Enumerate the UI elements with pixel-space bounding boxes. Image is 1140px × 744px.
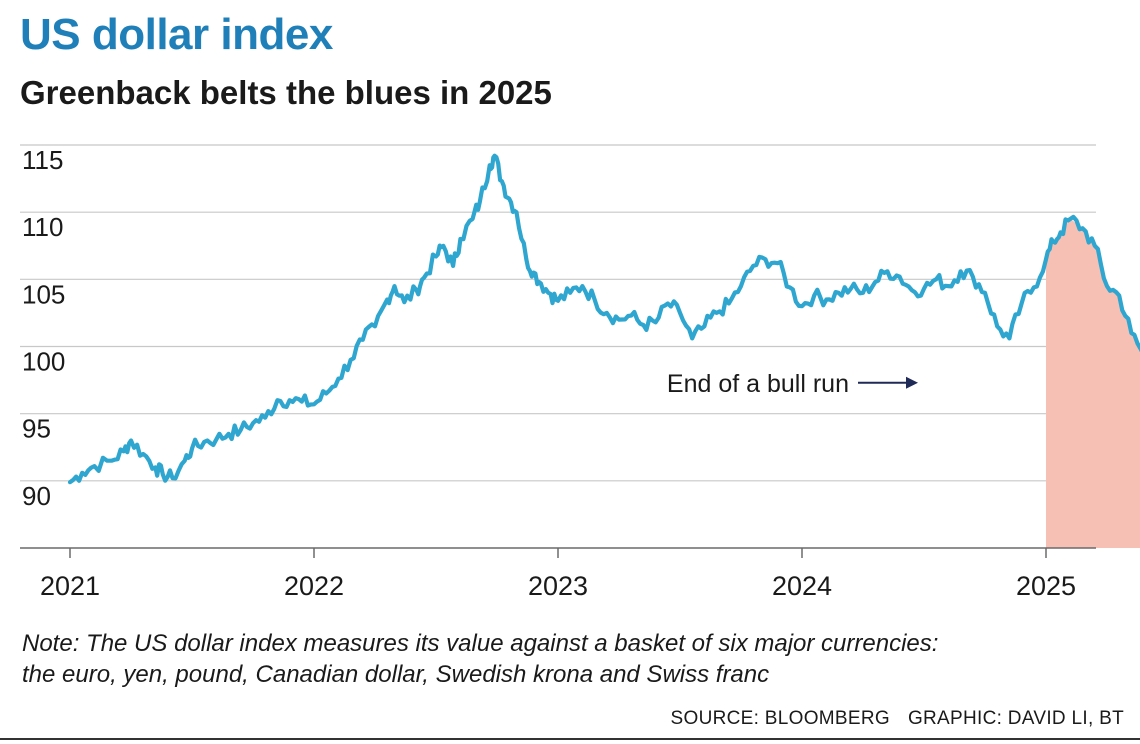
y-tick-label: 115 (22, 145, 63, 175)
source-label: SOURCE: BLOOMBERG (670, 708, 890, 729)
y-tick-label: 100 (22, 347, 65, 377)
series-line-layer (67, 153, 1140, 485)
x-tick-label: 2022 (284, 571, 344, 601)
y-tick-label: 110 (22, 212, 63, 242)
line-chart: 90 95 100 105 110 115 2021 2022 2023 2024 2025 End… (20, 144, 1140, 601)
x-tick-label: 2024 (772, 571, 832, 601)
y-tick-label: 105 (22, 279, 65, 309)
x-tick-label: 2023 (528, 571, 588, 601)
annotation-label: End of a bull run (667, 370, 849, 398)
series-line-us-dollar-index (67, 153, 1140, 485)
annotation: End of a bull run (667, 370, 918, 398)
annotation-arrow-head (906, 376, 918, 389)
highlight-area-2025 (1046, 218, 1140, 548)
axes: 90 95 100 105 110 115 2021 2022 2023 2024 2025 (20, 145, 1096, 601)
chart-subtitle: Greenback belts the blues in 2025 (20, 74, 552, 111)
y-tick-label: 95 (22, 414, 51, 444)
source-credit: SOURCE: BLOOMBERG GRAPHIC: DAVID LI, BT (671, 708, 1124, 730)
chart-title: US dollar index (20, 10, 333, 59)
note-line-1: Note: The US dollar index measures its v… (22, 630, 939, 657)
bottom-divider (0, 738, 1140, 740)
graphic-credit: GRAPHIC: DAVID LI, BT (907, 708, 1124, 729)
highlight-region (1046, 218, 1140, 548)
gridlines (20, 144, 1096, 482)
y-tick-label: 90 (22, 481, 51, 511)
chart-note: Note: The US dollar index measures its v… (22, 628, 1122, 690)
note-line-2: the euro, yen, pound, Canadian dollar, S… (22, 661, 770, 688)
x-tick-label: 2025 (1016, 571, 1076, 601)
x-tick-label: 2021 (40, 571, 100, 601)
